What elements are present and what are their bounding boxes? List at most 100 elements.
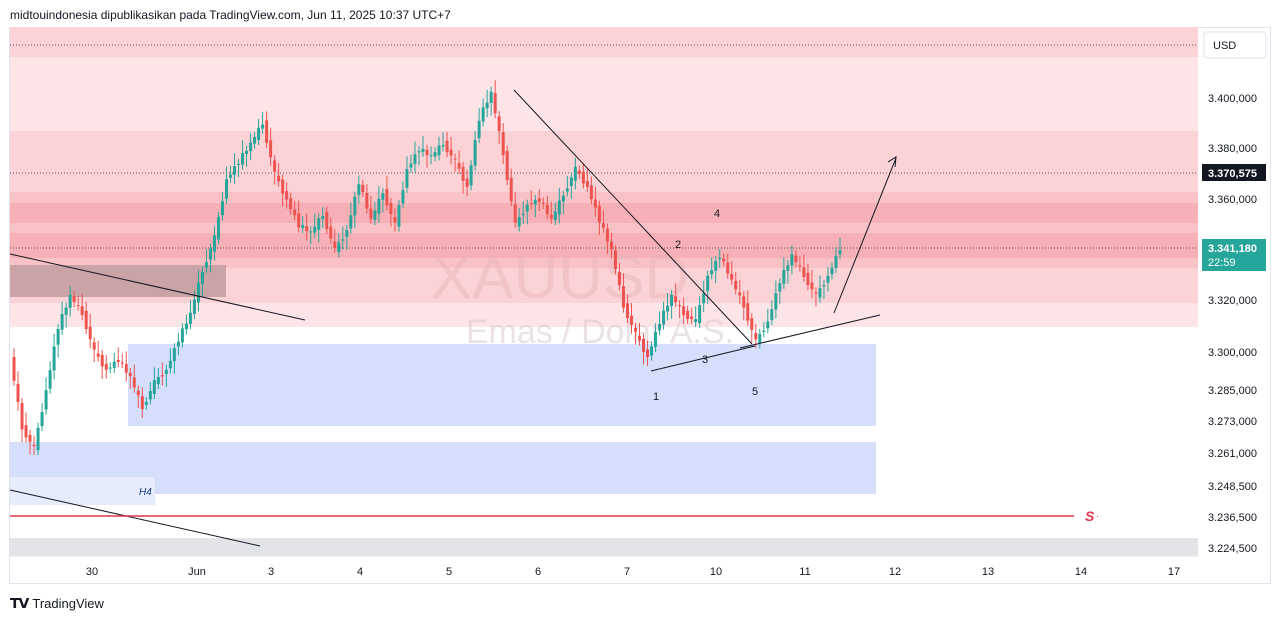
candle-body xyxy=(36,427,40,451)
candle-body xyxy=(678,305,682,307)
candle-body xyxy=(289,198,293,210)
candle-body xyxy=(758,333,762,344)
tradingview-footer[interactable]: 𝗧𝗩 TradingView xyxy=(10,595,104,612)
candle-body xyxy=(281,179,285,194)
candle-body xyxy=(497,116,501,132)
candles xyxy=(12,80,842,456)
candle-body xyxy=(100,354,104,367)
candle-body xyxy=(249,142,253,152)
candle-body xyxy=(670,294,674,307)
candle-body xyxy=(782,269,786,284)
candle-body xyxy=(156,377,160,385)
price-tick-1: 3.380,000 xyxy=(1208,143,1257,155)
candle-body xyxy=(613,250,617,270)
candle-body xyxy=(92,342,96,350)
candle-body xyxy=(666,305,670,312)
candle-body xyxy=(694,319,698,323)
candle-body xyxy=(686,310,690,319)
candle-body xyxy=(253,136,257,144)
price-tick-10: 3.224,500 xyxy=(1208,543,1257,555)
candle-body xyxy=(505,150,509,181)
demand-zone-upper xyxy=(128,344,876,426)
candle-body xyxy=(257,127,261,140)
candle-body xyxy=(654,332,658,347)
time-tick-0: 30 xyxy=(86,566,98,578)
candle-body xyxy=(690,316,694,319)
candle-body xyxy=(204,262,208,268)
candle-body xyxy=(429,155,433,157)
candle-body xyxy=(473,139,477,166)
candle-body xyxy=(814,292,818,294)
candle-body xyxy=(365,192,369,209)
candle-body xyxy=(830,267,834,275)
candle-body xyxy=(517,217,521,227)
time-tick-6: 7 xyxy=(624,566,630,578)
candle-body xyxy=(585,180,589,187)
candle-body xyxy=(180,328,184,343)
trendline-support xyxy=(739,314,881,349)
price-axis[interactable]: USD 3.400,000 3.380,000 3.360,000 3.320,… xyxy=(1202,31,1267,555)
candle-body xyxy=(192,299,196,314)
candle-body xyxy=(88,326,92,340)
candle-body xyxy=(489,91,493,103)
candle-body xyxy=(722,258,726,262)
candle-body xyxy=(493,92,497,114)
time-axis[interactable]: 30 Jun 3 4 5 6 7 10 11 12 13 14 17 xyxy=(86,566,1180,578)
candle-body xyxy=(461,166,465,181)
marker-level-badge xyxy=(1202,164,1266,181)
candle-body xyxy=(361,184,365,193)
price-tick-6: 3.273,000 xyxy=(1208,416,1257,428)
candle-body xyxy=(581,171,585,184)
candle-body xyxy=(702,293,706,304)
candle-body xyxy=(76,305,80,307)
candle-body xyxy=(80,306,84,316)
candle-body xyxy=(533,200,537,205)
candle-body xyxy=(802,267,806,278)
candle-body xyxy=(152,380,156,394)
candle-body xyxy=(714,261,718,271)
candle-body xyxy=(730,273,734,280)
supply-zone-core xyxy=(10,203,1198,223)
candle-body xyxy=(642,338,646,352)
sell-line-dot: · xyxy=(1096,511,1099,521)
candle-body xyxy=(453,158,457,160)
candle-body xyxy=(245,150,249,155)
candle-body xyxy=(441,144,445,147)
time-tick-8: 11 xyxy=(799,566,810,578)
candle-body xyxy=(84,310,88,330)
candle-body xyxy=(457,163,461,169)
candle-body xyxy=(233,166,237,175)
price-tick-9: 3.236,500 xyxy=(1208,512,1257,524)
zones xyxy=(10,27,1198,556)
candle-body xyxy=(397,205,401,227)
candle-body xyxy=(425,149,429,156)
candle-body xyxy=(261,124,265,129)
candle-body xyxy=(541,202,545,204)
candle-body xyxy=(806,272,810,286)
candle-body xyxy=(405,169,409,188)
candle-body xyxy=(285,191,289,200)
candle-body xyxy=(188,312,192,324)
candle-body xyxy=(128,372,132,377)
time-tick-9: 12 xyxy=(889,566,901,578)
candle-body xyxy=(485,102,489,109)
candle-body xyxy=(72,296,76,303)
candle-body xyxy=(160,375,164,377)
candle-body xyxy=(818,288,822,298)
candle-body xyxy=(309,231,313,233)
candle-body xyxy=(68,294,72,308)
price-tick-2: 3.360,000 xyxy=(1208,194,1257,206)
candle-body xyxy=(605,228,609,242)
candle-body xyxy=(445,140,449,153)
candle-body xyxy=(140,396,144,410)
candle-body xyxy=(577,170,581,174)
tradingview-logo-icon: 𝗧𝗩 xyxy=(10,595,29,611)
candle-body xyxy=(393,217,397,223)
candle-body xyxy=(277,175,281,182)
candle-body xyxy=(104,363,108,370)
candle-body xyxy=(589,185,593,200)
candle-body xyxy=(557,200,561,215)
candle-body xyxy=(650,346,654,356)
candle-body xyxy=(437,145,441,156)
